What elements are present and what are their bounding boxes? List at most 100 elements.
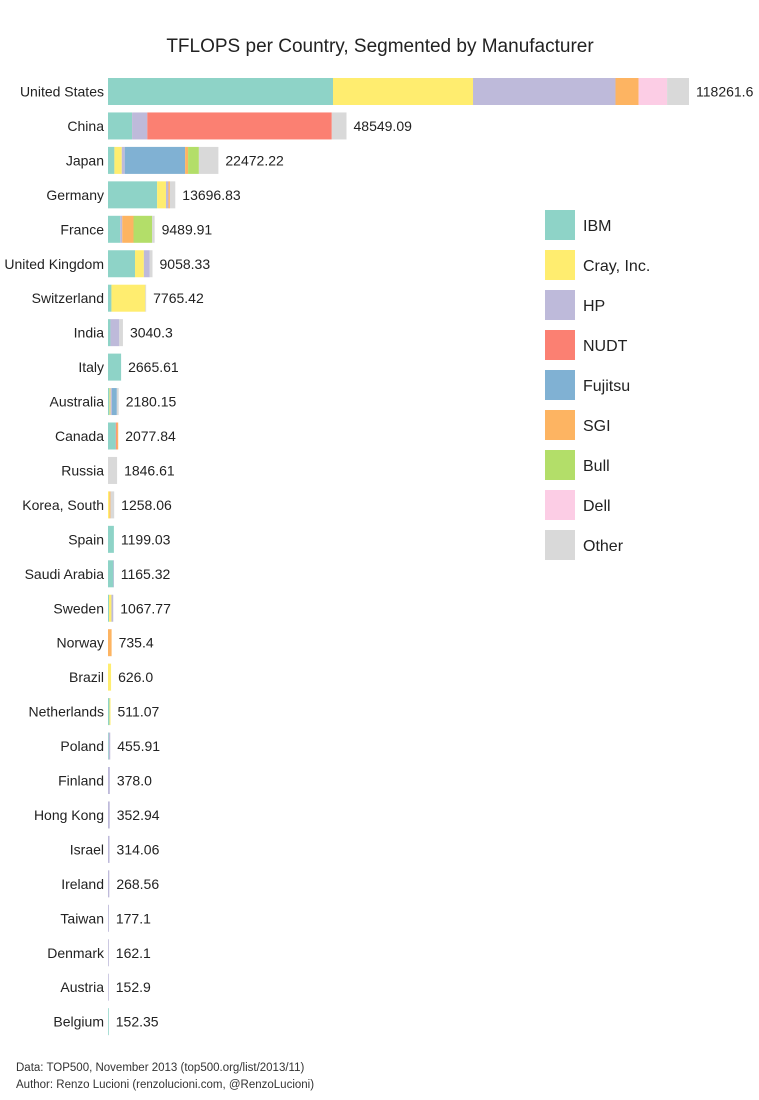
bar-germany-sgi	[168, 181, 170, 209]
category-label-denmark: Denmark	[47, 945, 105, 961]
category-label-hong-kong: Hong Kong	[34, 807, 104, 823]
value-label-france: 9489.91	[162, 221, 213, 237]
category-label-japan: Japan	[66, 152, 104, 168]
bar-united-states-cray-inc	[333, 78, 474, 105]
value-label-ireland: 268.56	[116, 876, 159, 892]
value-label-germany: 13696.83	[182, 187, 241, 203]
legend-label-dell: Dell	[583, 498, 611, 515]
bar-united-kingdom-cray-inc	[135, 250, 144, 278]
bar-germany-ibm	[108, 181, 158, 209]
value-label-russia: 1846.61	[124, 462, 175, 478]
bar-taiwan-hp	[108, 904, 109, 932]
category-label-ireland: Ireland	[61, 876, 104, 892]
bar-sweden-ibm	[108, 594, 109, 622]
category-label-sweden: Sweden	[53, 600, 104, 616]
bar-australia-hp	[110, 388, 112, 416]
bar-korea-south-sgi	[109, 491, 111, 519]
legend-swatch-hp	[545, 290, 575, 320]
bar-ireland-hp	[108, 870, 110, 898]
bar-france-bull	[133, 215, 153, 243]
value-label-taiwan: 177.1	[116, 910, 151, 926]
bar-switzerland-other	[145, 284, 147, 312]
bar-spain-ibm	[108, 525, 114, 553]
value-label-belgium: 152.35	[116, 1014, 159, 1030]
legend-label-nudt: NUDT	[583, 338, 628, 355]
bar-switzerland-cray-inc	[111, 284, 146, 312]
category-label-poland: Poland	[60, 738, 104, 754]
category-label-france: France	[60, 221, 104, 237]
bar-canada-sgi	[116, 422, 119, 450]
value-label-austria: 152.9	[116, 979, 151, 995]
category-label-finland: Finland	[58, 773, 104, 789]
category-label-united-kingdom: United Kingdom	[4, 256, 104, 272]
category-label-austria: Austria	[60, 979, 104, 995]
bar-japan-cray-inc	[114, 146, 122, 174]
bar-india-other	[119, 319, 123, 347]
value-label-hong-kong: 352.94	[117, 807, 160, 823]
category-label-korea-south: Korea, South	[22, 497, 104, 513]
bar-japan-fujitsu	[124, 146, 186, 174]
bar-finland-hp	[108, 767, 110, 794]
value-label-korea-south: 1258.06	[121, 497, 172, 513]
bar-hong-kong-hp	[108, 801, 110, 829]
legend-swatch-other	[545, 530, 575, 560]
category-label-saudi-arabia: Saudi Arabia	[25, 566, 105, 582]
bar-france-hp	[120, 215, 123, 243]
category-label-india: India	[74, 325, 105, 341]
legend-swatch-dell	[545, 490, 575, 520]
category-label-china: China	[67, 118, 104, 134]
bar-korea-south-other	[110, 491, 115, 519]
value-label-china: 48549.09	[354, 118, 413, 134]
value-label-spain: 1199.03	[121, 531, 171, 547]
bar-belgium-ibm	[108, 1008, 109, 1036]
legend-swatch-sgi	[545, 410, 575, 440]
category-label-switzerland: Switzerland	[32, 290, 104, 306]
value-label-israel: 314.06	[117, 841, 160, 857]
bar-netherlands-ibm	[108, 698, 110, 726]
bar-australia-fujitsu	[111, 388, 117, 416]
category-label-belgium: Belgium	[53, 1014, 104, 1030]
bar-united-kingdom-ibm	[108, 250, 136, 278]
category-label-israel: Israel	[70, 841, 104, 857]
value-label-brazil: 626.0	[118, 669, 153, 685]
bar-switzerland-ibm	[108, 284, 112, 312]
bar-brazil-cray-inc	[108, 663, 112, 691]
bar-united-states-hp	[473, 78, 616, 105]
bar-japan-sgi	[185, 146, 189, 174]
value-label-netherlands: 511.07	[118, 704, 160, 720]
value-label-switzerland: 7765.42	[153, 290, 204, 306]
bar-korea-south-cray-inc	[108, 491, 110, 519]
chart-title: TFLOPS per Country, Segmented by Manufac…	[166, 36, 594, 57]
bar-france-sgi	[122, 215, 134, 243]
bar-united-states-dell	[638, 78, 668, 105]
legend-swatch-cray-inc	[545, 250, 575, 280]
value-label-finland: 378.0	[117, 773, 152, 789]
value-label-saudi-arabia: 1165.32	[121, 566, 171, 582]
category-label-taiwan: Taiwan	[60, 910, 104, 926]
footer-author: Author: Renzo Lucioni (renzolucioni.com,…	[16, 1079, 315, 1091]
value-label-poland: 455.91	[117, 738, 160, 754]
category-label-italy: Italy	[78, 359, 104, 375]
value-label-united-states: 118261.6	[696, 84, 754, 100]
chart: TFLOPS per Country, Segmented by Manufac…	[4, 36, 754, 1036]
value-labels: 118261.6 48549.09 22472.22 13696.83 9489.91 9…	[116, 84, 754, 1030]
value-label-japan: 22472.22	[225, 152, 284, 168]
bar-france-ibm	[108, 215, 121, 243]
legend-swatch-nudt	[545, 330, 575, 360]
value-label-denmark: 162.1	[116, 945, 151, 961]
bar-india-ibm	[108, 319, 111, 347]
bar-japan-hp	[121, 146, 125, 174]
bar-australia-cray-inc	[109, 388, 111, 416]
value-label-australia: 2180.15	[126, 394, 177, 410]
bar-japan-ibm	[108, 146, 115, 174]
category-label-norway: Norway	[57, 635, 104, 651]
bar-canada-nudt	[115, 422, 117, 450]
bar-canada-ibm	[108, 422, 116, 450]
legend-label-fujitsu: Fujitsu	[583, 378, 630, 395]
legend-label-cray-inc: Cray, Inc.	[583, 258, 650, 275]
bar-china-nudt	[147, 112, 332, 140]
bar-norway-sgi	[108, 629, 112, 657]
value-label-sweden: 1067.77	[120, 600, 171, 616]
category-label-canada: Canada	[55, 428, 104, 444]
category-label-germany: Germany	[46, 187, 104, 203]
